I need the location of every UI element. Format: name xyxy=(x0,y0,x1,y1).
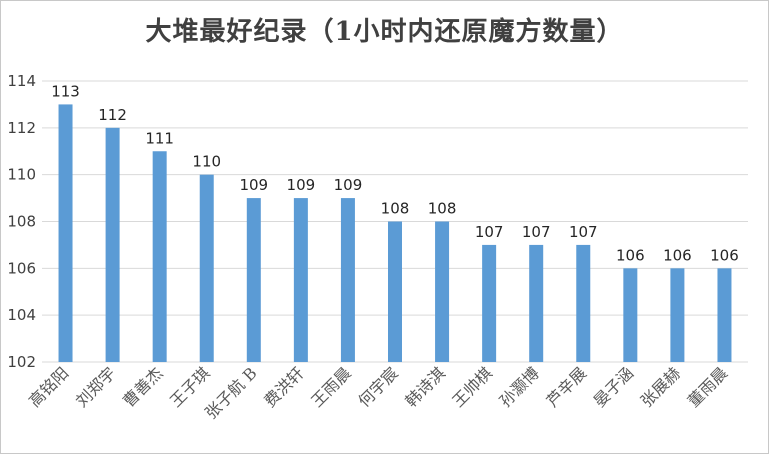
y-tick-label: 104 xyxy=(7,306,36,324)
bar xyxy=(340,198,355,362)
bar xyxy=(199,174,214,362)
category-label: 孙灏博 xyxy=(496,363,543,410)
category-label: 董雨晨 xyxy=(684,363,731,410)
y-axis-ticks: 102 104 106 108 110 112 114 xyxy=(7,72,36,371)
data-label: 109 xyxy=(287,176,316,194)
chart-title: 大堆最好纪录（1小时内还原魔方数量） xyxy=(145,17,624,47)
bar xyxy=(717,268,732,362)
category-label: 王帅棋 xyxy=(449,363,496,410)
bar xyxy=(435,221,450,362)
category-label: 芦辛展 xyxy=(543,363,590,410)
data-label: 109 xyxy=(239,176,268,194)
bar xyxy=(246,198,261,362)
category-label: 曹善杰 xyxy=(119,363,166,410)
bar xyxy=(670,268,685,362)
data-label: 107 xyxy=(569,223,598,241)
y-tick-label: 112 xyxy=(7,119,36,137)
category-label: 张子航 B xyxy=(201,363,260,422)
bar xyxy=(623,268,638,362)
data-label: 107 xyxy=(522,223,551,241)
bar xyxy=(293,198,308,362)
y-tick-label: 110 xyxy=(7,166,36,184)
data-label: 112 xyxy=(98,106,127,124)
category-label: 何宇宸 xyxy=(354,363,401,410)
bar xyxy=(529,244,544,362)
data-label: 108 xyxy=(381,200,410,218)
category-label: 王雨晨 xyxy=(307,363,354,410)
y-tick-label: 106 xyxy=(7,259,36,277)
data-label: 113 xyxy=(51,82,80,100)
data-label: 106 xyxy=(710,246,739,264)
category-label: 晏子涵 xyxy=(590,363,637,410)
data-label: 111 xyxy=(145,129,174,147)
bar xyxy=(152,151,167,362)
data-label: 106 xyxy=(663,246,692,264)
y-tick-label: 108 xyxy=(7,213,36,231)
bar xyxy=(388,221,402,362)
category-label: 张展赫 xyxy=(637,363,684,410)
data-label: 107 xyxy=(475,223,504,241)
bar xyxy=(105,127,120,362)
bar xyxy=(482,244,497,362)
data-label: 109 xyxy=(334,176,363,194)
category-label: 刘郑宇 xyxy=(72,363,119,410)
y-tick-label: 102 xyxy=(7,353,36,371)
y-tick-label: 114 xyxy=(7,72,36,90)
bar xyxy=(58,104,73,363)
data-labels: 113 112 111 110 109 109 109 108 108 107 107 107 106 1… xyxy=(51,82,739,264)
data-label: 110 xyxy=(192,153,221,171)
bar xyxy=(576,244,591,362)
category-label: 费洪轩 xyxy=(260,363,307,410)
category-label: 韩诗淇 xyxy=(402,363,449,410)
bars xyxy=(58,104,732,363)
data-label: 108 xyxy=(428,200,457,218)
data-label: 106 xyxy=(616,246,645,264)
